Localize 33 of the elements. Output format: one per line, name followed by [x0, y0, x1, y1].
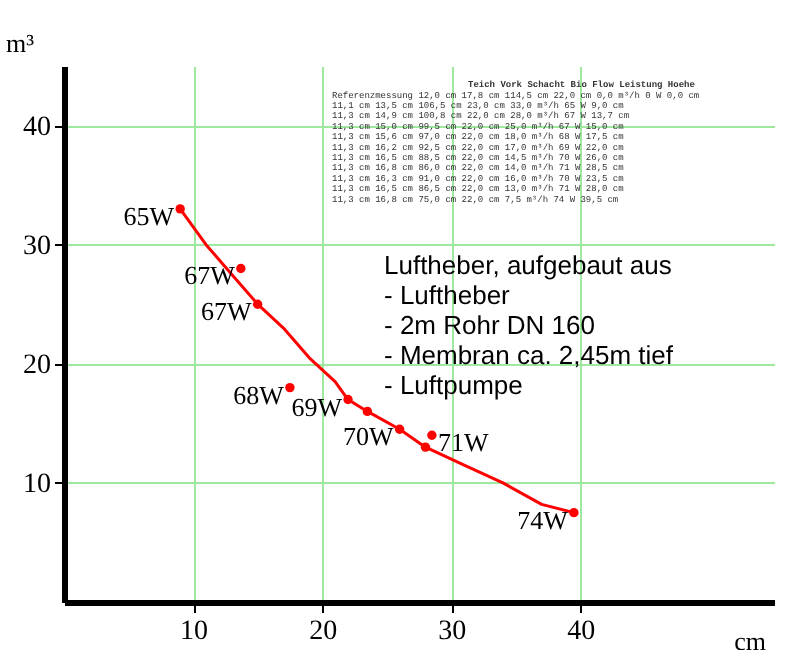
point	[252, 299, 263, 309]
y-tick-label: 20	[23, 350, 51, 381]
annotation: 71W	[437, 427, 490, 458]
y-tick-label: 10	[23, 469, 51, 500]
point	[569, 507, 579, 518]
point	[427, 430, 437, 440]
y-axis-title: m³	[5, 28, 35, 58]
x-tick-label: 20	[309, 617, 338, 647]
point	[343, 394, 353, 405]
annotation: - Membran ca. 2,45m tief	[384, 340, 674, 370]
annotation: - Luftheber	[384, 280, 512, 310]
y-tick-label: 40	[23, 112, 51, 143]
x-tick-label: 10	[180, 617, 209, 647]
annotation: 65W	[123, 200, 176, 231]
x-axis-title: cm	[734, 626, 766, 650]
y-tick-label: 30	[23, 231, 51, 262]
point	[420, 442, 431, 452]
annotation: 74W	[517, 504, 570, 535]
point	[394, 424, 405, 434]
annotation: - 2m Rohr DN 160	[384, 310, 595, 340]
point	[362, 406, 373, 417]
point	[175, 204, 185, 214]
annotation: 67W	[184, 260, 237, 291]
annotation: 68W	[233, 379, 286, 410]
x-tick-label: 40	[567, 617, 596, 647]
point	[236, 263, 246, 274]
annotation: Luftheber, aufgebaut aus	[384, 250, 673, 280]
point	[285, 382, 295, 393]
annotation: 67W	[201, 296, 254, 327]
annotation: 69W	[291, 391, 344, 422]
annotation: - Luftpumpe	[384, 370, 523, 400]
annotation: 70W	[343, 421, 396, 452]
x-tick-label: 30	[438, 617, 467, 647]
